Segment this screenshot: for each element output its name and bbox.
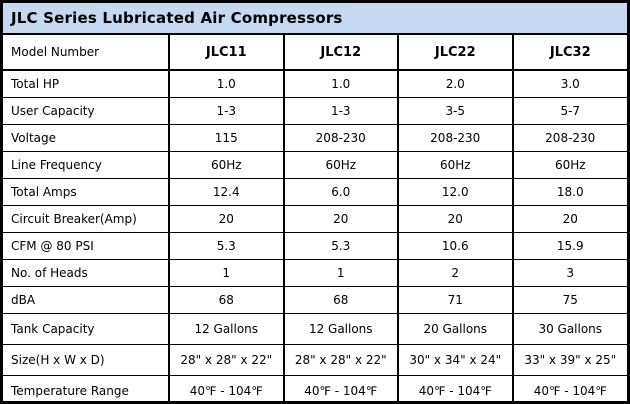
spec-value: 30" x 34" x 24" bbox=[397, 343, 514, 376]
table-row: Circuit Breaker(Amp) 20 20 20 20 bbox=[3, 204, 627, 233]
spec-value: 3-5 bbox=[397, 96, 514, 125]
column-header-jlc11: JLC11 bbox=[168, 35, 285, 71]
table-row: Voltage 115 208-230 208-230 208-230 bbox=[3, 123, 627, 152]
spec-value: 12 Gallons bbox=[168, 312, 285, 345]
spec-table: Model Number JLC11 JLC12 JLC22 JLC32 Tot… bbox=[3, 35, 627, 401]
spec-value: 20 bbox=[282, 204, 399, 233]
spec-value: 40℉ - 104℉ bbox=[397, 374, 514, 401]
spec-value: 20 bbox=[168, 204, 285, 233]
spec-value: 12 Gallons bbox=[282, 312, 399, 345]
spec-value: 2 bbox=[397, 258, 514, 287]
spec-value: 1 bbox=[282, 258, 399, 287]
spec-value: 6.0 bbox=[282, 177, 399, 206]
spec-value: 12.0 bbox=[397, 177, 514, 206]
spec-value: 208-230 bbox=[397, 123, 514, 152]
row-label: Voltage bbox=[3, 123, 170, 152]
spec-value: 208-230 bbox=[511, 123, 627, 152]
table-row: User Capacity 1-3 1-3 3-5 5-7 bbox=[3, 96, 627, 125]
spec-value: 60Hz bbox=[397, 150, 514, 179]
spec-value: 28" x 28" x 22" bbox=[282, 343, 399, 376]
spec-value: 71 bbox=[397, 285, 514, 314]
spec-value: 20 bbox=[511, 204, 627, 233]
spec-value: 2.0 bbox=[397, 69, 514, 98]
spec-value: 40℉ - 104℉ bbox=[511, 374, 627, 401]
table-row: dBA 68 68 71 75 bbox=[3, 285, 627, 314]
spec-value: 115 bbox=[168, 123, 285, 152]
spec-value: 1.0 bbox=[168, 69, 285, 98]
spec-value: 5.3 bbox=[282, 231, 399, 260]
spec-table-body: Total HP 1.0 1.0 2.0 3.0 User Capacity 1-3 1-3 3… bbox=[3, 69, 627, 401]
table-row: Temperature Range 40℉ - 104℉ 40℉ - 104℉ 40℉… bbox=[3, 374, 627, 401]
spec-value: 10.6 bbox=[397, 231, 514, 260]
spec-value: 18.0 bbox=[511, 177, 627, 206]
column-header-model-number: Model Number bbox=[3, 35, 170, 71]
spec-value: 1 bbox=[168, 258, 285, 287]
table-row: Total HP 1.0 1.0 2.0 3.0 bbox=[3, 69, 627, 98]
spec-value: 5.3 bbox=[168, 231, 285, 260]
page-title: JLC Series Lubricated Air Compressors bbox=[11, 9, 343, 27]
spec-value: 68 bbox=[282, 285, 399, 314]
table-row: Total Amps 12.4 6.0 12.0 18.0 bbox=[3, 177, 627, 206]
row-label: CFM @ 80 PSI bbox=[3, 231, 170, 260]
row-label: Line Frequency bbox=[3, 150, 170, 179]
table-row: Size(H x W x D) 28" x 28" x 22" 28" x 28" … bbox=[3, 343, 627, 376]
spec-value: 30 Gallons bbox=[511, 312, 627, 345]
row-label: Size(H x W x D) bbox=[3, 343, 170, 376]
spec-value: 60Hz bbox=[168, 150, 285, 179]
row-label: dBA bbox=[3, 285, 170, 314]
spec-value: 12.4 bbox=[168, 177, 285, 206]
spec-value: 75 bbox=[511, 285, 627, 314]
spec-value: 60Hz bbox=[511, 150, 627, 179]
column-header-jlc22: JLC22 bbox=[397, 35, 514, 71]
column-header-jlc12: JLC12 bbox=[282, 35, 399, 71]
row-label: No. of Heads bbox=[3, 258, 170, 287]
spec-value: 1-3 bbox=[168, 96, 285, 125]
table-row: CFM @ 80 PSI 5.3 5.3 10.6 15.9 bbox=[3, 231, 627, 260]
spec-value: 40℉ - 104℉ bbox=[282, 374, 399, 401]
spec-value: 3 bbox=[511, 258, 627, 287]
row-label: Total Amps bbox=[3, 177, 170, 206]
row-label: Temperature Range bbox=[3, 374, 170, 401]
row-label: Circuit Breaker(Amp) bbox=[3, 204, 170, 233]
spec-value: 60Hz bbox=[282, 150, 399, 179]
row-label: User Capacity bbox=[3, 96, 170, 125]
table-row: Tank Capacity 12 Gallons 12 Gallons 20 Gall… bbox=[3, 312, 627, 345]
spec-value: 33" x 39" x 25" bbox=[511, 343, 627, 376]
spec-value: 208-230 bbox=[282, 123, 399, 152]
spec-value: 15.9 bbox=[511, 231, 627, 260]
title-bar: JLC Series Lubricated Air Compressors bbox=[3, 3, 627, 35]
spec-value: 3.0 bbox=[511, 69, 627, 98]
spec-value: 28" x 28" x 22" bbox=[168, 343, 285, 376]
table-row: Line Frequency 60Hz 60Hz 60Hz 60Hz bbox=[3, 150, 627, 179]
row-label: Tank Capacity bbox=[3, 312, 170, 345]
spec-value: 1.0 bbox=[282, 69, 399, 98]
spec-value: 20 bbox=[397, 204, 514, 233]
table-row: No. of Heads 1 1 2 3 bbox=[3, 258, 627, 287]
row-label: Total HP bbox=[3, 69, 170, 98]
spec-value: 20 Gallons bbox=[397, 312, 514, 345]
spec-table-head: Model Number JLC11 JLC12 JLC22 JLC32 bbox=[3, 35, 627, 71]
spec-value: 40℉ - 104℉ bbox=[168, 374, 285, 401]
header-row: Model Number JLC11 JLC12 JLC22 JLC32 bbox=[3, 35, 627, 71]
column-header-jlc32: JLC32 bbox=[511, 35, 627, 71]
spec-value: 5-7 bbox=[511, 96, 627, 125]
spec-value: 1-3 bbox=[282, 96, 399, 125]
spec-value: 68 bbox=[168, 285, 285, 314]
